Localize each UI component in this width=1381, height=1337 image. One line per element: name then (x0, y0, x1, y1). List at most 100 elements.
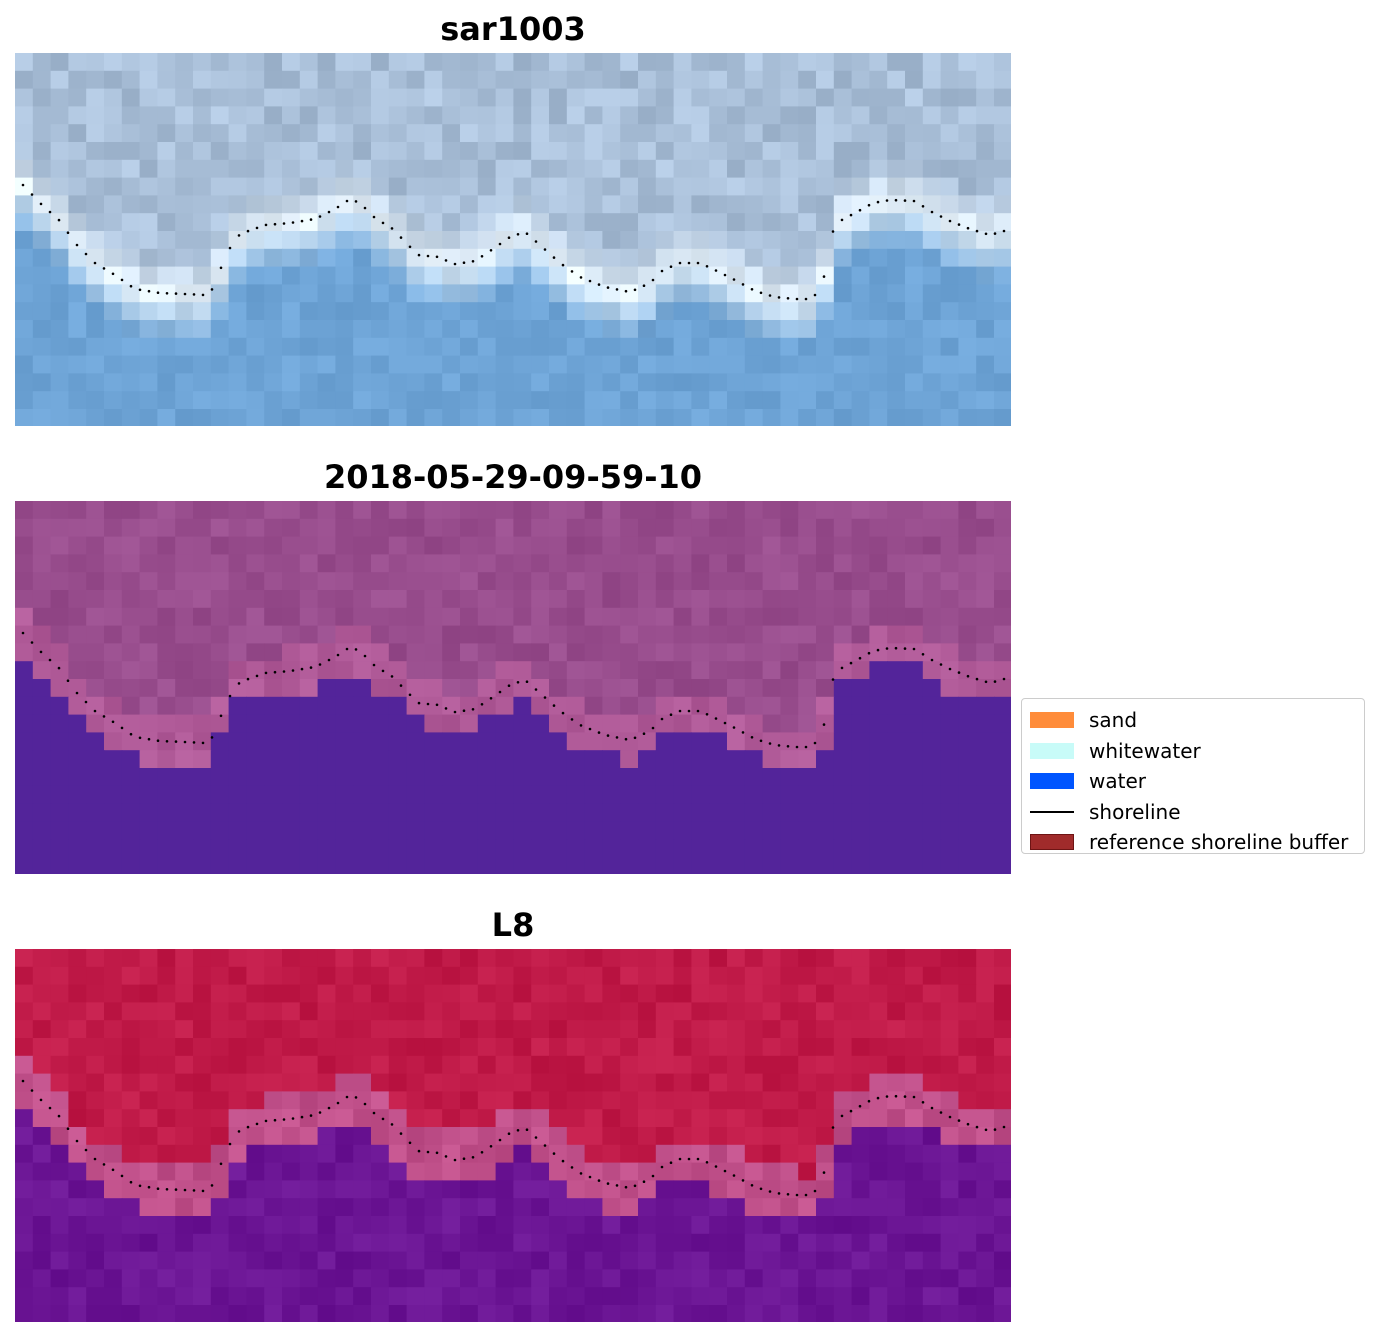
raster-pixel (32, 124, 52, 143)
raster-pixel (513, 1073, 532, 1092)
raster-pixel (851, 1251, 870, 1270)
raster-pixel (442, 572, 461, 591)
shoreline-point (687, 1157, 691, 1161)
shoreline-point (876, 1096, 880, 1100)
raster-pixel (638, 679, 657, 698)
raster-pixel (442, 355, 461, 374)
raster-pixel (727, 1109, 746, 1128)
raster-pixel (638, 572, 657, 591)
raster-pixel (282, 355, 301, 374)
raster-pixel (655, 1020, 675, 1039)
raster-pixel (246, 1002, 265, 1021)
raster-pixel (139, 1038, 158, 1057)
raster-pixel (887, 1127, 906, 1146)
raster-pixel (851, 409, 870, 426)
shoreline-point (642, 732, 646, 735)
raster-pixel (442, 1162, 461, 1181)
raster-pixel (602, 696, 621, 716)
raster-pixel (602, 679, 621, 698)
raster-pixel (869, 284, 888, 303)
raster-pixel (940, 337, 959, 357)
shoreline-point (39, 650, 43, 654)
raster-pixel (371, 1287, 390, 1306)
raster-pixel (406, 696, 425, 716)
raster-pixel (50, 625, 69, 644)
raster-pixel (371, 1233, 390, 1253)
raster-pixel (584, 966, 603, 986)
raster-pixel (513, 1109, 532, 1128)
raster-pixel (744, 106, 764, 125)
raster-pixel (744, 337, 764, 357)
raster-pixel (477, 536, 497, 555)
raster-pixel (638, 803, 657, 822)
raster-pixel (691, 949, 710, 968)
raster-pixel (317, 1162, 336, 1181)
raster-pixel (424, 124, 443, 143)
raster-pixel (762, 177, 781, 196)
shoreline-point (948, 667, 952, 671)
raster-pixel (531, 679, 550, 698)
raster-pixel (353, 1073, 372, 1092)
raster-pixel (50, 213, 69, 232)
shoreline-point (993, 1128, 997, 1131)
raster-pixel (50, 409, 69, 426)
raster-pixel (228, 142, 247, 161)
raster-pixel (531, 1002, 550, 1021)
raster-pixel (638, 714, 657, 733)
shoreline-point (714, 717, 718, 720)
raster-pixel (869, 177, 888, 196)
raster-pixel (406, 355, 425, 374)
raster-pixel (851, 984, 870, 1003)
raster-pixel (264, 1038, 283, 1057)
raster-pixel (976, 1144, 995, 1164)
raster-pixel (424, 1091, 443, 1110)
raster-pixel (442, 1109, 461, 1128)
raster-pixel (976, 536, 995, 555)
raster-pixel (86, 124, 105, 143)
shoreline-point (138, 1184, 142, 1188)
raster-pixel (922, 857, 942, 874)
raster-pixel (477, 1127, 497, 1146)
raster-pixel (424, 1216, 443, 1235)
raster-pixel (50, 1287, 69, 1306)
raster-pixel (228, 88, 247, 107)
raster-pixel (727, 70, 746, 90)
raster-pixel (940, 1038, 959, 1057)
raster-pixel (976, 248, 995, 268)
raster-pixel (531, 320, 550, 339)
raster-pixel (513, 1002, 532, 1021)
raster-pixel (727, 625, 746, 644)
shoreline-point (1002, 677, 1006, 681)
raster-pixel (994, 1055, 1011, 1075)
raster-pixel (673, 661, 692, 680)
raster-pixel (406, 53, 425, 72)
raster-pixel (157, 124, 176, 143)
raster-pixel (32, 679, 52, 698)
raster-pixel (246, 785, 265, 805)
raster-pixel (940, 572, 959, 591)
shoreline-point (984, 680, 988, 684)
raster-pixel (816, 1055, 835, 1075)
raster-pixel (15, 159, 34, 179)
raster-pixel (299, 1002, 319, 1021)
raster-pixel (727, 714, 746, 733)
raster-pixel (121, 88, 141, 107)
raster-pixel (602, 213, 621, 232)
raster-pixel (673, 231, 692, 250)
raster-pixel (299, 1038, 319, 1057)
raster-pixel (406, 213, 425, 232)
raster-pixel (762, 768, 781, 787)
raster-pixel (246, 661, 265, 680)
raster-pixel (353, 839, 372, 858)
raster-pixel (353, 1091, 372, 1110)
raster-pixel (317, 1073, 336, 1092)
raster-pixel (139, 1251, 158, 1270)
raster-pixel (388, 1091, 408, 1110)
raster-pixel (371, 1305, 390, 1322)
raster-pixel (744, 625, 764, 644)
raster-pixel (442, 857, 461, 874)
raster-pixel (228, 1305, 247, 1322)
raster-pixel (460, 518, 479, 538)
raster-pixel (175, 821, 194, 840)
shoreline-point (273, 222, 277, 226)
